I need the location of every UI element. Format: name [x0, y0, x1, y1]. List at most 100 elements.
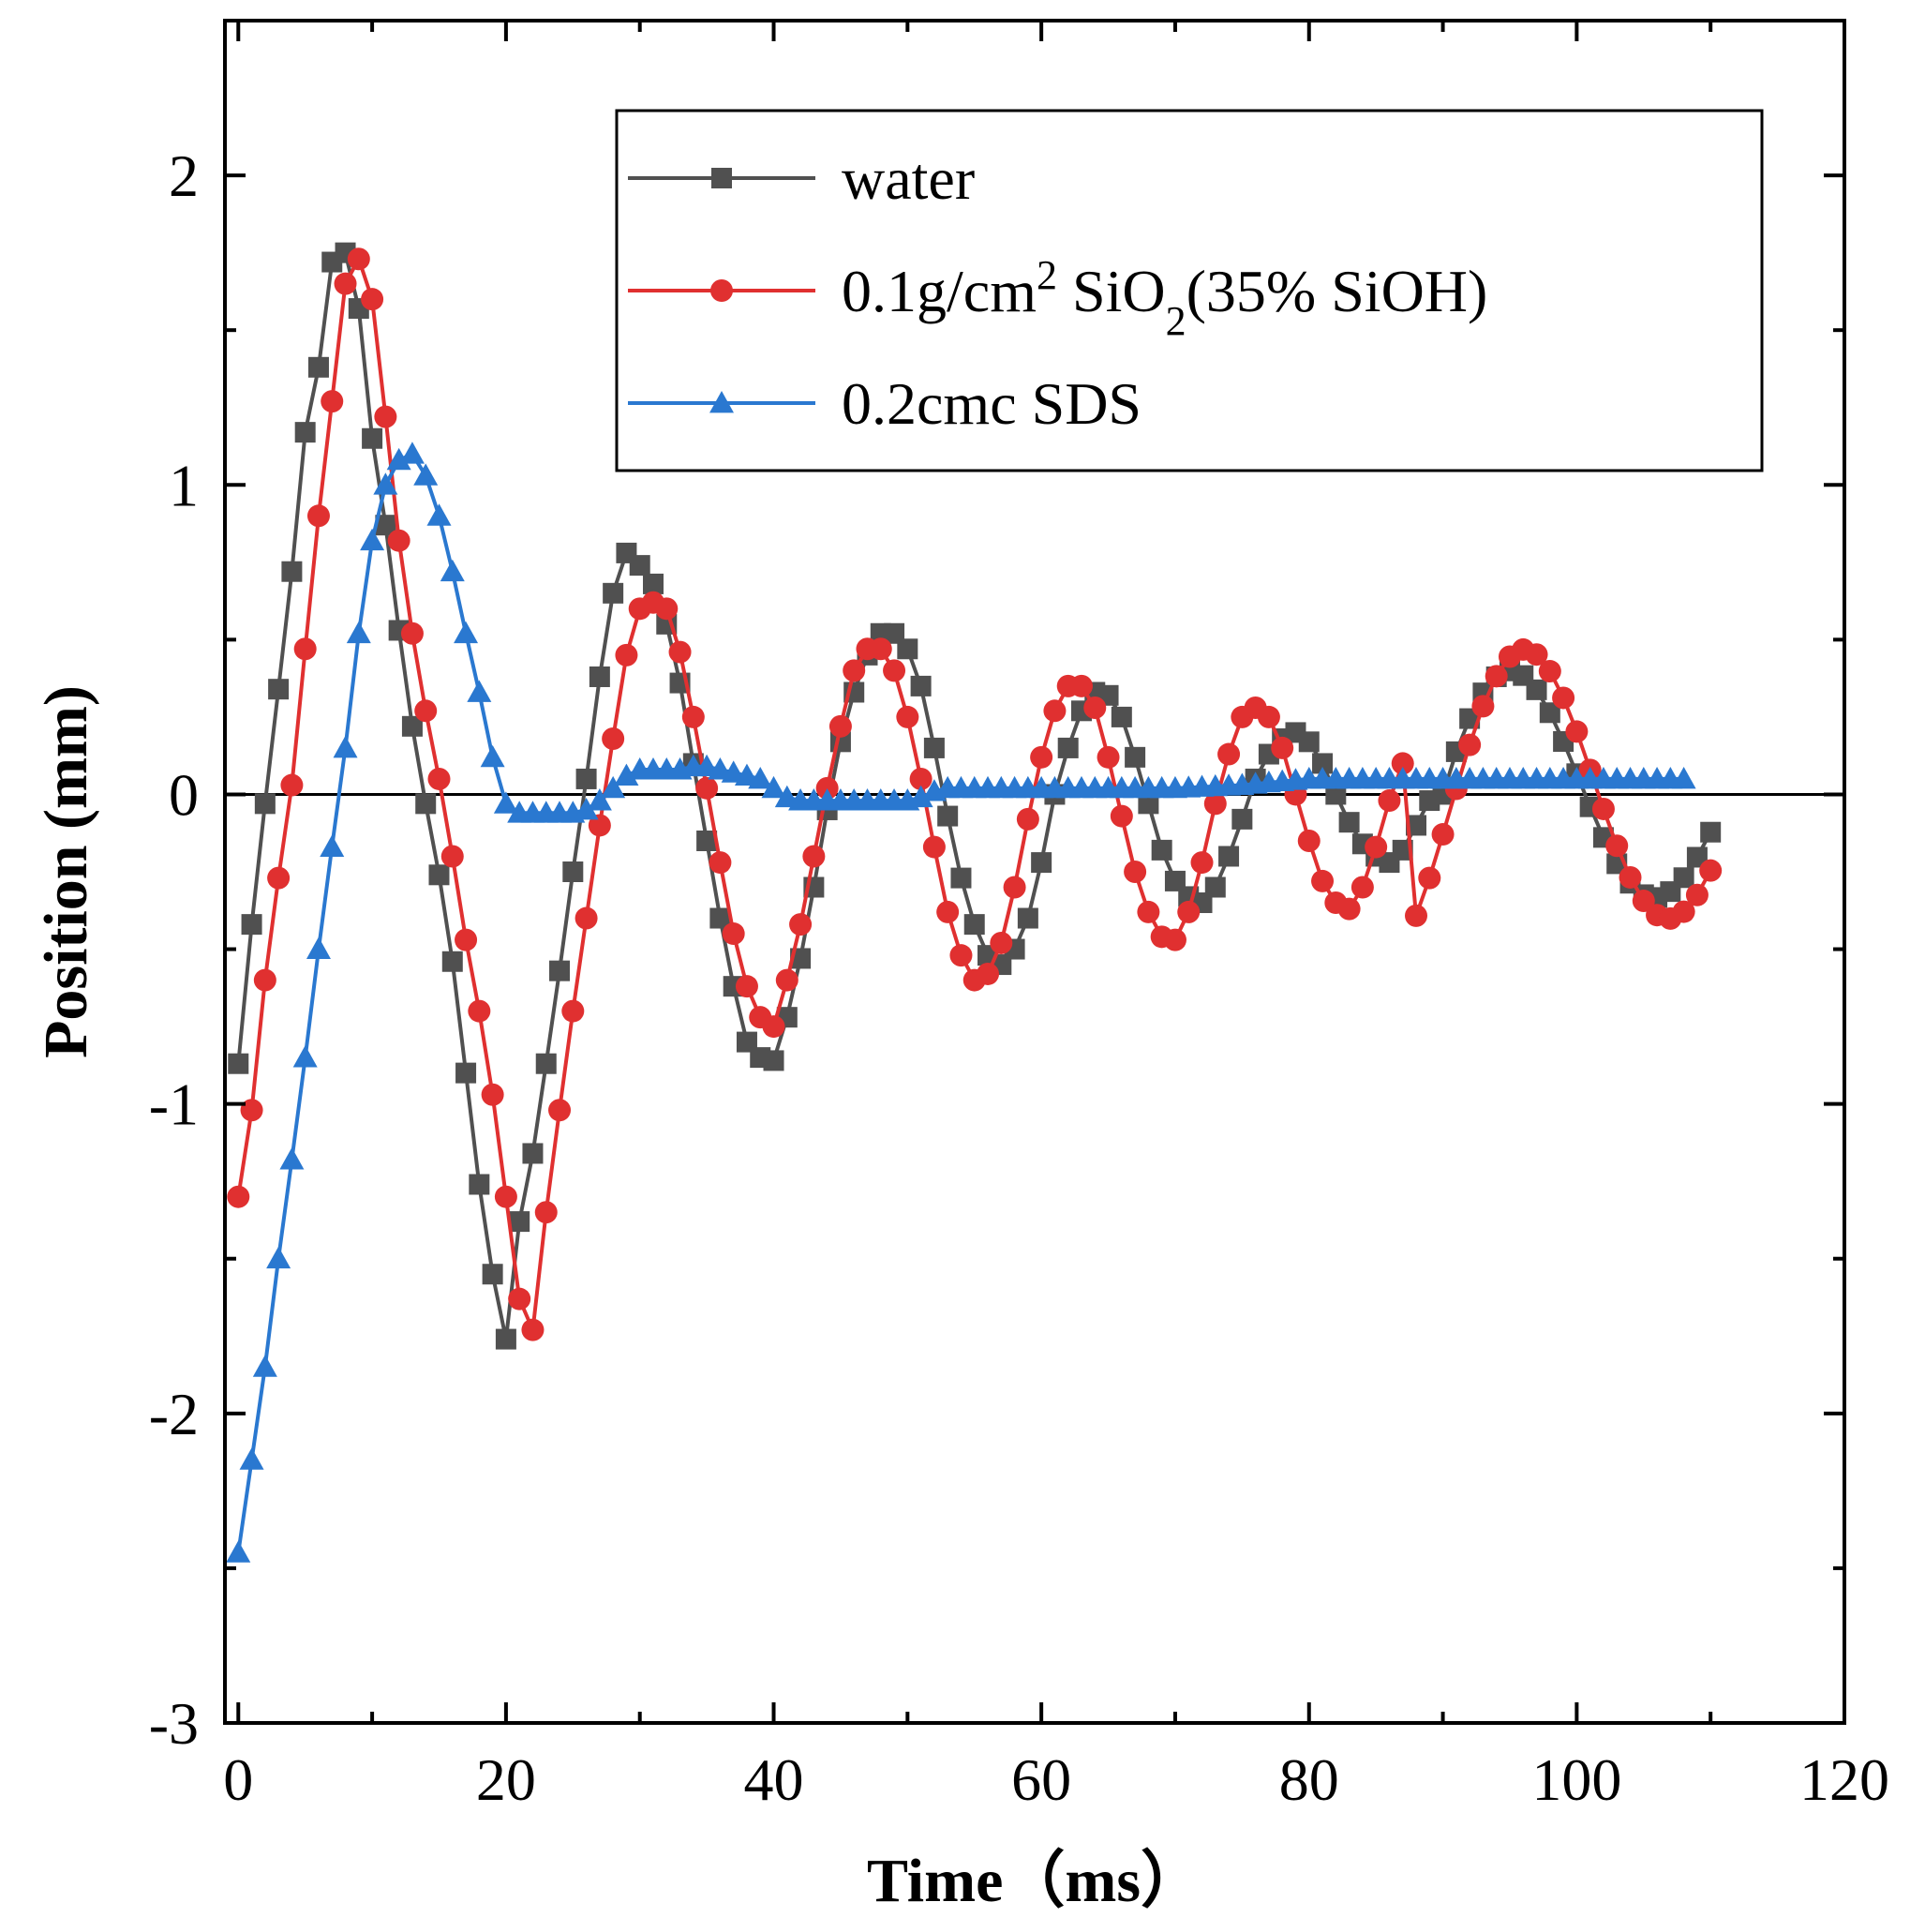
data-point	[333, 735, 358, 758]
data-point	[910, 675, 932, 696]
data-point	[1030, 745, 1053, 769]
data-point	[709, 851, 732, 875]
data-point	[1083, 696, 1107, 720]
x-tick-label: 120	[1799, 1746, 1889, 1813]
data-point	[1125, 746, 1146, 768]
data-point	[668, 640, 692, 664]
data-point	[1325, 784, 1347, 805]
legend-label-main: water	[842, 145, 975, 212]
data-point	[601, 775, 626, 799]
legend-label: 0.1g/cm2 SiO2(35% SiOH)	[842, 252, 1487, 344]
data-point	[440, 845, 464, 868]
data-point	[482, 1264, 503, 1285]
data-point	[228, 1053, 249, 1074]
data-point	[321, 390, 344, 413]
y-tick-label: -3	[149, 1690, 199, 1757]
data-point	[587, 788, 612, 811]
data-point	[603, 582, 624, 604]
data-point	[562, 861, 584, 882]
legend-label-main: 0.2cmc SDS	[842, 370, 1142, 437]
data-point	[266, 1246, 291, 1269]
data-point	[869, 637, 892, 661]
data-point	[802, 845, 826, 868]
series-3	[226, 442, 1696, 1563]
data-point	[1350, 876, 1374, 899]
data-point	[575, 768, 597, 789]
legend-marker	[711, 168, 732, 188]
data-point	[1565, 720, 1589, 743]
x-tick-label: 20	[476, 1746, 536, 1813]
data-point	[293, 637, 317, 661]
legend-label-sub: 2	[1166, 298, 1186, 344]
data-point	[1619, 865, 1642, 889]
data-point	[306, 504, 330, 528]
data-point	[254, 793, 276, 815]
data-point	[629, 555, 650, 577]
y-tick-labels: -3 -2 -1 0 1 2	[149, 142, 199, 1757]
series-2	[227, 247, 1723, 1341]
legend-marker	[709, 391, 734, 413]
data-point	[400, 622, 424, 645]
data-point	[695, 776, 719, 800]
data-point	[588, 814, 611, 837]
data-point	[1110, 804, 1133, 828]
data-point	[548, 1099, 572, 1122]
data-point	[1673, 867, 1694, 889]
data-point	[1203, 792, 1227, 816]
data-point	[1124, 861, 1147, 883]
data-point	[909, 767, 933, 790]
data-point	[1017, 907, 1038, 929]
data-point	[522, 1143, 544, 1164]
data-point	[1671, 766, 1696, 789]
data-point	[1137, 900, 1160, 923]
data-point	[306, 936, 331, 959]
data-point	[494, 1185, 517, 1208]
data-point	[1016, 807, 1039, 831]
data-point	[602, 727, 625, 751]
data-point	[1338, 812, 1360, 833]
data-point	[375, 515, 396, 536]
data-point	[1164, 870, 1186, 891]
data-point	[414, 699, 438, 723]
data-point	[763, 1050, 784, 1071]
legend: water 0.1g/cm2 SiO2(35% SiOH) 0.2cmc SDS	[615, 109, 1764, 472]
data-point	[427, 767, 451, 790]
data-point	[480, 744, 505, 768]
data-point	[561, 999, 585, 1023]
data-point	[481, 1083, 504, 1106]
data-point	[1312, 753, 1334, 774]
ticks-layer	[225, 19, 1846, 1725]
x-tick-label: 40	[744, 1746, 804, 1813]
data-point	[1685, 883, 1709, 906]
data-point	[1391, 752, 1414, 775]
data-point	[642, 573, 664, 594]
data-point	[1539, 702, 1560, 724]
data-point	[761, 775, 786, 799]
data-point	[1700, 821, 1722, 843]
data-point	[1297, 829, 1321, 852]
data-point	[374, 405, 397, 428]
data-point	[454, 621, 479, 644]
legend-entries: water 0.1g/cm2 SiO2(35% SiOH) 0.2cmc SDS	[628, 145, 1487, 437]
data-point	[334, 272, 357, 295]
data-point	[937, 805, 959, 827]
x-tick-label: 0	[223, 1746, 253, 1813]
data-point	[252, 1355, 277, 1377]
data-point	[843, 659, 866, 682]
data-point	[1271, 736, 1294, 759]
data-point	[775, 968, 798, 992]
data-point	[387, 529, 410, 552]
data-point	[279, 1147, 305, 1170]
legend-marker	[710, 279, 733, 302]
data-point	[253, 968, 276, 992]
y-tick-label: 1	[169, 452, 199, 518]
data-point	[722, 922, 745, 946]
data-point	[307, 356, 329, 378]
data-point	[1257, 705, 1280, 728]
x-tick-label: 60	[1011, 1746, 1071, 1813]
data-point	[509, 1211, 530, 1233]
series-layer	[226, 242, 1723, 1563]
data-point	[1069, 674, 1093, 697]
data-point	[896, 705, 919, 728]
x-tick-labels: 0 20 40 60 80 100 120	[223, 1746, 1889, 1813]
